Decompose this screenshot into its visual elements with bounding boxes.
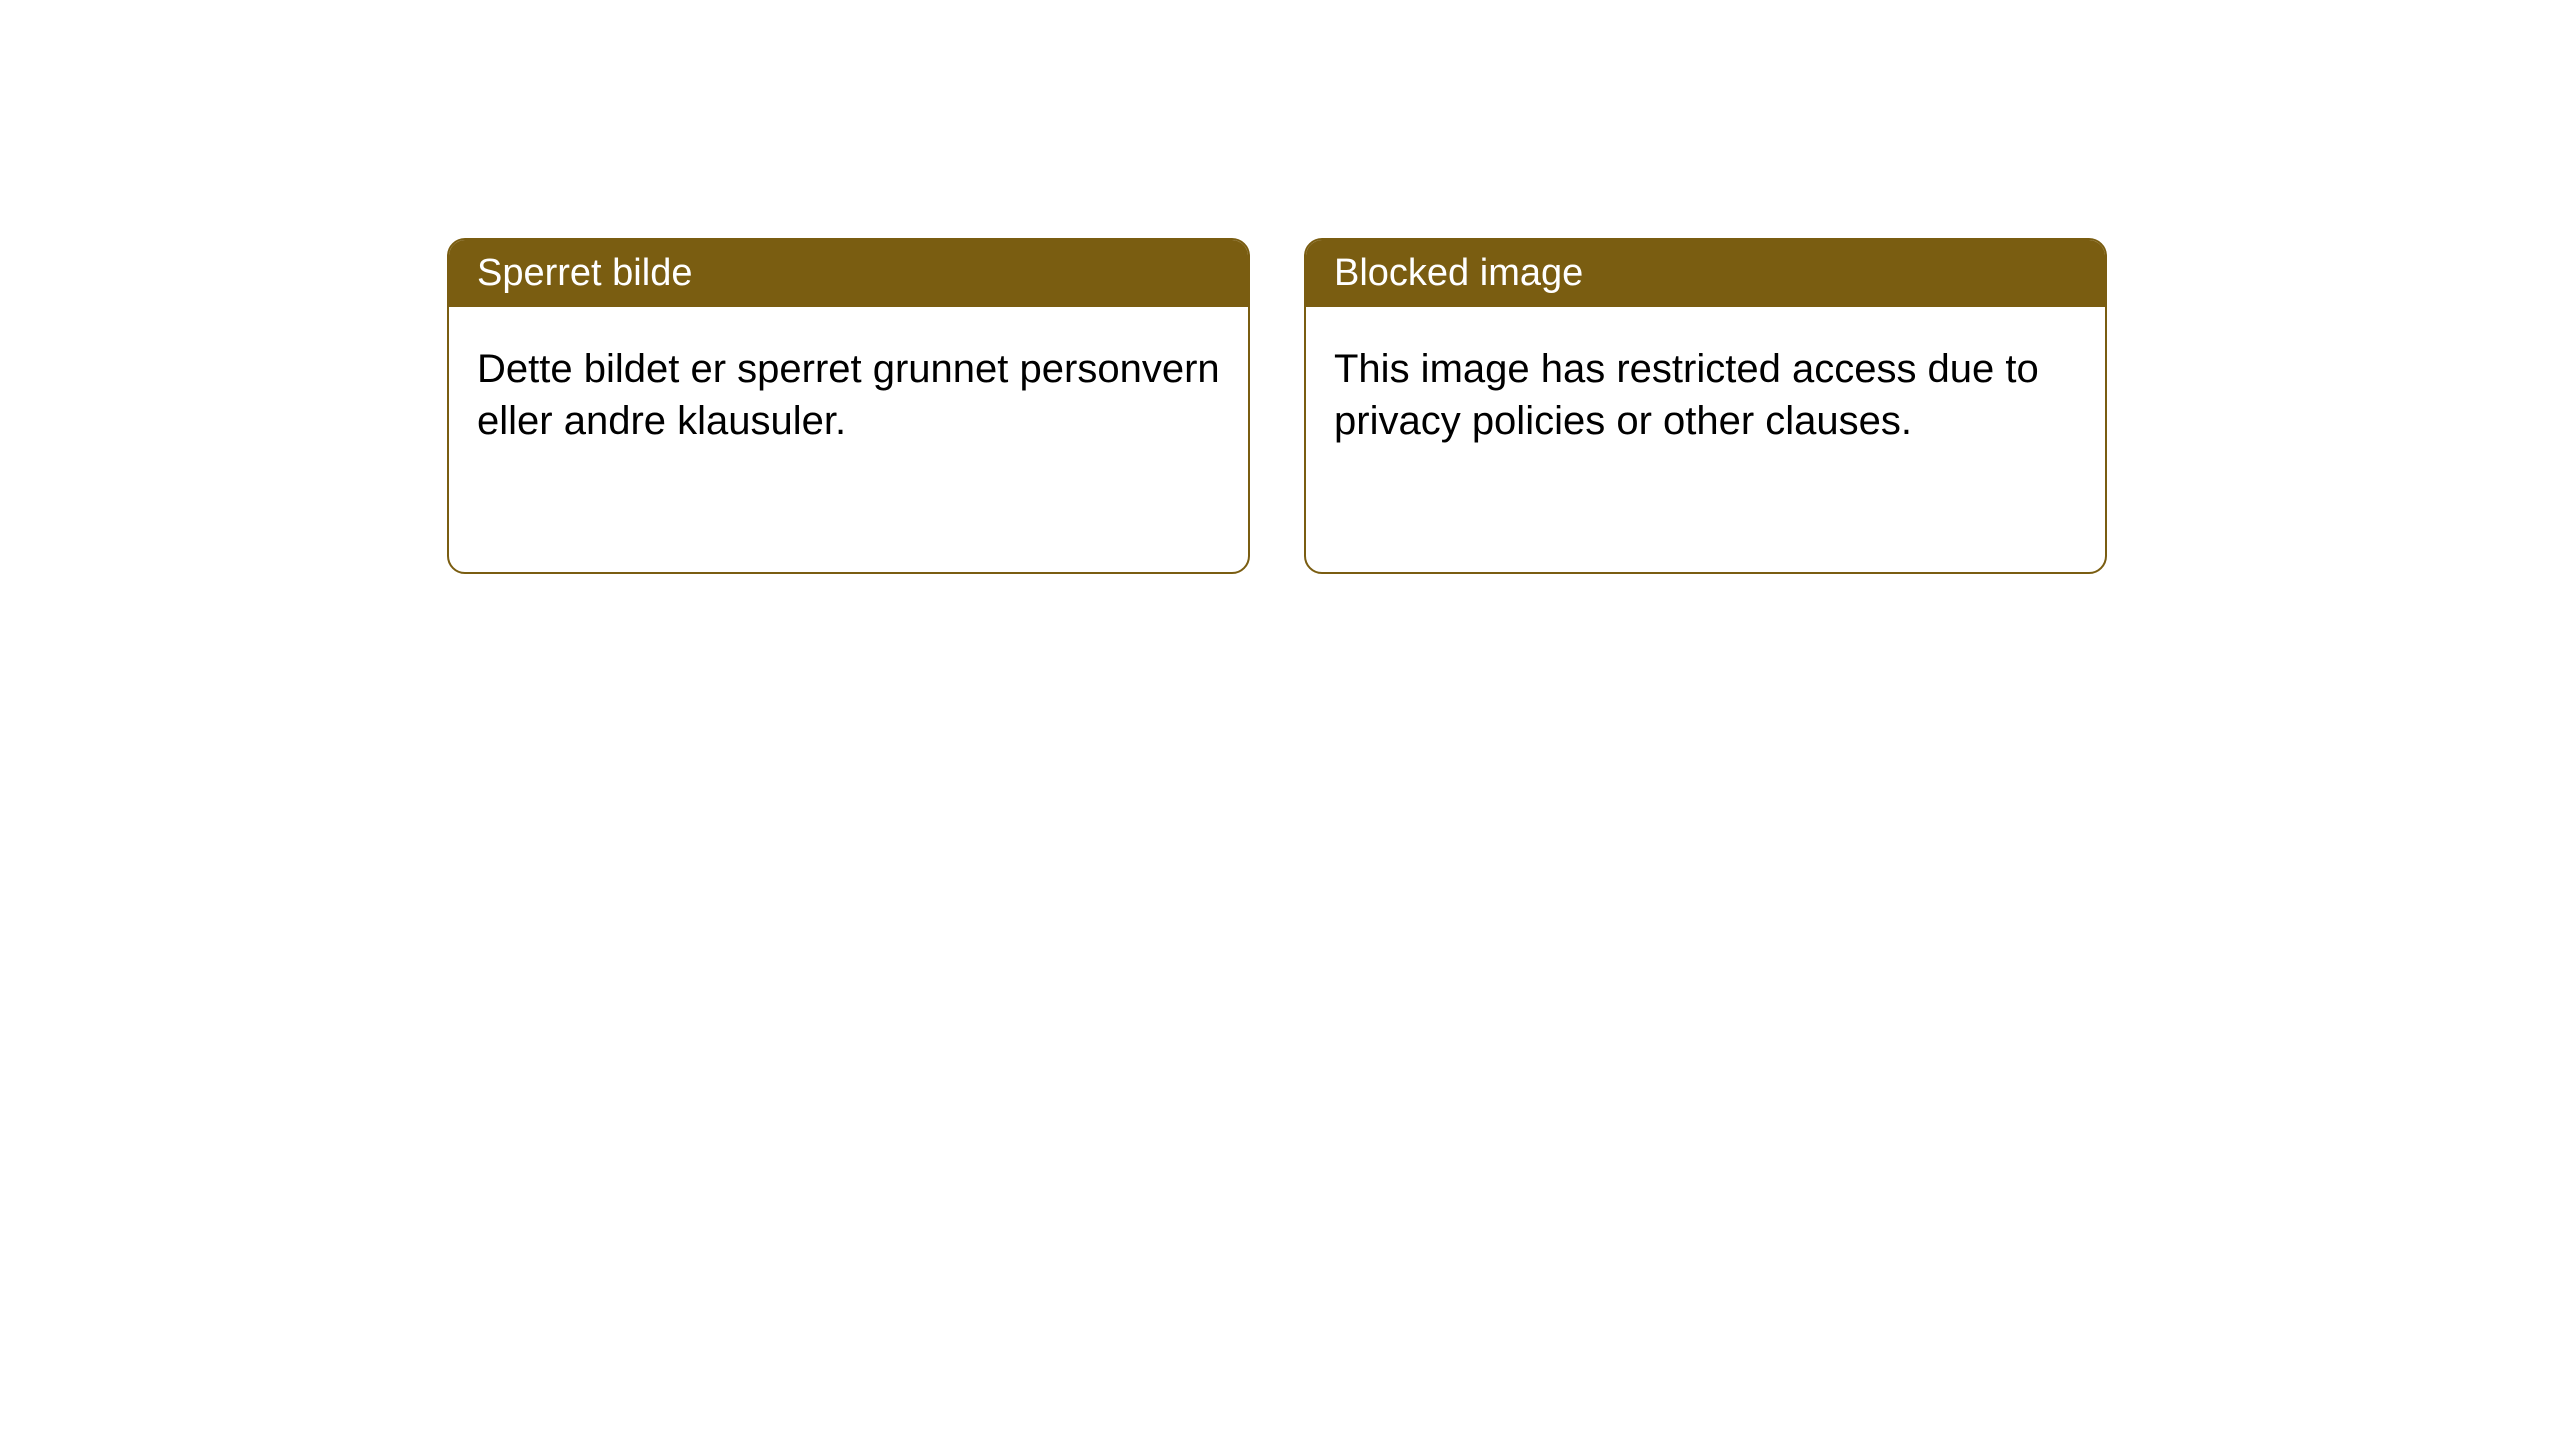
card-header-no: Sperret bilde xyxy=(449,240,1248,307)
card-body-text-en: This image has restricted access due to … xyxy=(1334,347,2039,443)
card-body-no: Dette bildet er sperret grunnet personve… xyxy=(449,307,1248,572)
card-header-en: Blocked image xyxy=(1306,240,2105,307)
blocked-notice-card-en: Blocked image This image has restricted … xyxy=(1304,238,2107,574)
card-body-en: This image has restricted access due to … xyxy=(1306,307,2105,572)
card-body-text-no: Dette bildet er sperret grunnet personve… xyxy=(477,347,1220,443)
card-title-en: Blocked image xyxy=(1334,252,1583,294)
blocked-notice-card-no: Sperret bilde Dette bildet er sperret gr… xyxy=(447,238,1250,574)
card-title-no: Sperret bilde xyxy=(477,252,692,294)
notice-container: Sperret bilde Dette bildet er sperret gr… xyxy=(0,0,2560,574)
